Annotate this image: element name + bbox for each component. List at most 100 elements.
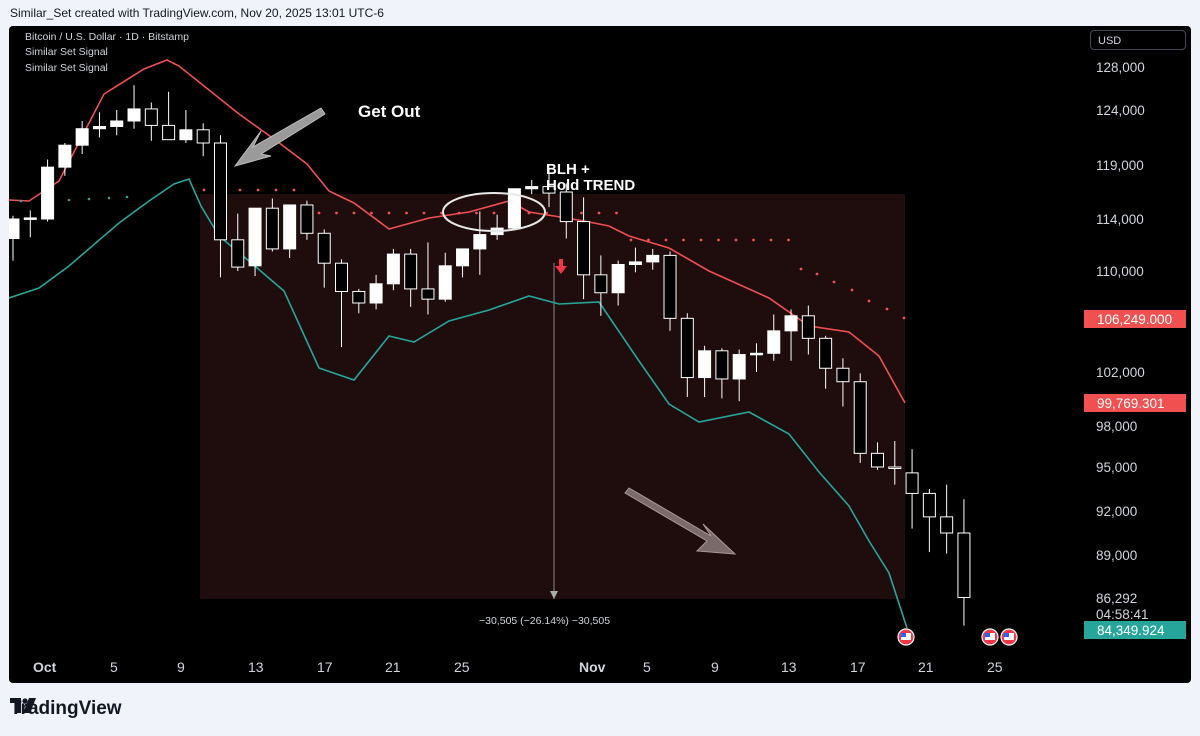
signal-dot-red xyxy=(717,238,720,242)
candle-body xyxy=(404,253,418,290)
signal-dot-red xyxy=(699,238,703,242)
signal-dot-red xyxy=(202,188,206,192)
price-chart[interactable]: Get Out BLH +Hold TREND −30,505 (−26.14%) … xyxy=(9,26,1191,683)
candle-body xyxy=(127,108,141,122)
signal-dot-red xyxy=(405,211,408,215)
trend-arrow xyxy=(624,487,737,555)
time-axis-label: 13 xyxy=(248,659,264,675)
time-axis-label: 13 xyxy=(781,659,797,675)
candle-body xyxy=(871,452,884,468)
signal-dot-red xyxy=(597,211,601,215)
price-axis-label: 124,000 xyxy=(1096,103,1145,118)
footer-bar xyxy=(0,683,1200,736)
candle-body xyxy=(525,186,539,190)
time-axis-label: 25 xyxy=(454,659,470,675)
header-caption: Similar_Set created with TradingView.com… xyxy=(10,6,384,20)
signal-dot-green xyxy=(67,198,71,202)
candle-body xyxy=(680,317,694,379)
price-label-badge xyxy=(1084,394,1186,412)
candle-body xyxy=(836,367,850,383)
legend-indicator-1[interactable]: Similar Set Signal xyxy=(25,46,108,58)
signal-dot-red xyxy=(850,288,854,292)
tradingview-logo-icon xyxy=(10,698,36,713)
price-label-badge xyxy=(1084,310,1186,328)
signal-dot-red xyxy=(527,211,531,215)
legend-indicator-2[interactable]: Similar Set Signal xyxy=(25,62,108,74)
us-flag-icon xyxy=(1004,633,1009,637)
signal-dot-red xyxy=(580,211,583,215)
candle-body xyxy=(317,232,331,264)
price-axis-label: 04:58:41 xyxy=(1096,607,1149,622)
candle-body xyxy=(92,126,106,130)
price-axis-label: 102,000 xyxy=(1096,365,1145,380)
candle-body xyxy=(162,124,176,141)
candle-body xyxy=(577,221,591,276)
candle-body xyxy=(749,352,763,356)
candle-body xyxy=(784,315,798,332)
legend-symbol[interactable]: Bitcoin / U.S. Dollar · 1D · Bitstamp xyxy=(25,31,189,43)
signal-dots xyxy=(19,188,906,320)
candle-body xyxy=(715,350,729,380)
measure-box xyxy=(200,194,905,599)
signal-dot-red xyxy=(885,307,889,311)
signal-dot-red xyxy=(615,211,618,215)
candle-body xyxy=(352,290,366,304)
price-axis-label: 106,249.000 xyxy=(1097,312,1172,327)
candle-body xyxy=(231,239,245,268)
price-label-badge xyxy=(1084,621,1186,639)
signal-dot-red xyxy=(799,267,803,271)
signal-dot-red xyxy=(387,211,391,215)
time-axis-label: 5 xyxy=(110,659,118,675)
signal-dot-red xyxy=(769,238,773,242)
signal-dot-red xyxy=(370,211,373,215)
candle-body xyxy=(473,234,487,250)
candle-body xyxy=(213,142,227,241)
signal-dot-red xyxy=(238,188,242,192)
price-axis-label: 86,292 xyxy=(1096,591,1137,606)
time-axis-label: Nov xyxy=(579,659,606,675)
signal-dot-red xyxy=(422,211,426,215)
time-axis-label: 5 xyxy=(643,659,651,675)
lower-band-line xyxy=(9,178,908,629)
time-axis-label: 21 xyxy=(918,659,934,675)
time-axis-label: Oct xyxy=(33,659,57,675)
signal-dot-red xyxy=(867,299,871,303)
candle-body xyxy=(628,261,642,265)
candle-body xyxy=(594,274,608,294)
currency-button[interactable]: USD xyxy=(1090,30,1186,50)
candle-body xyxy=(300,204,314,234)
candle-body xyxy=(646,254,660,263)
candle-body xyxy=(801,315,815,339)
red-arrow-shaft xyxy=(559,259,563,267)
candle-body xyxy=(58,144,72,168)
candle-body xyxy=(698,350,712,379)
chart-frame[interactable]: Get Out BLH + Hold TREND −30,505 (−26.14%) … xyxy=(9,26,1191,683)
signal-dot-red xyxy=(902,316,906,320)
candle-body xyxy=(421,288,435,300)
candle-body xyxy=(559,191,573,223)
candle-body xyxy=(888,466,902,469)
price-axis-label: 128,000 xyxy=(1096,60,1145,75)
signal-dot-red xyxy=(647,238,650,242)
signal-dot-red xyxy=(752,238,755,242)
upper-band-line xyxy=(9,59,906,404)
price-axis-label: 84,349.924 xyxy=(1097,623,1165,638)
header-bar: Similar_Set created with TradingView.com… xyxy=(0,0,1200,26)
signal-dot-green xyxy=(125,195,129,199)
candle-body xyxy=(196,129,210,144)
annotation-hold-trend: Hold TREND xyxy=(546,177,635,194)
candle-body xyxy=(542,186,556,194)
signal-dot-red xyxy=(352,211,356,215)
candle-body xyxy=(110,120,124,127)
candle-body xyxy=(438,265,452,300)
us-flag-icon xyxy=(985,633,990,637)
candle-body xyxy=(507,188,521,229)
annotation-get-out: Get Out xyxy=(358,102,421,121)
brand-logo: TradingView xyxy=(10,698,122,720)
signal-dot-red xyxy=(317,211,321,215)
candle-body xyxy=(819,337,833,369)
price-axis-label: 110,000 xyxy=(1096,264,1144,279)
signal-dot-red xyxy=(335,211,338,215)
candle-body xyxy=(922,492,936,518)
get-out-arrow xyxy=(233,107,326,167)
